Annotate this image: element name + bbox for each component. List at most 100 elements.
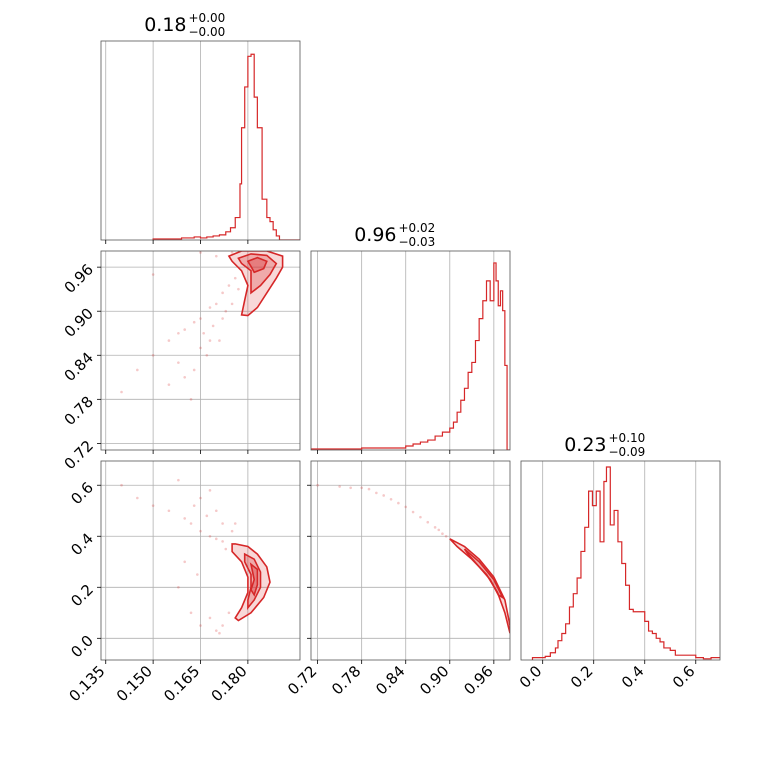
scatter-point-2 — [151, 353, 155, 357]
scatter-point-0 — [360, 486, 363, 490]
scatter-point-8 — [208, 306, 212, 309]
hist-panel-p3: 0.0 0.2 0.4 0.6 0.23 +0.10−0.09 — [516, 431, 721, 692]
scatter-point-13 — [183, 376, 187, 379]
tick-label-x: 0.84 — [372, 662, 408, 698]
title-value: 0.18 — [144, 14, 186, 36]
scatter-point-14 — [316, 483, 319, 487]
tick-label-y: 0.6 — [67, 479, 97, 509]
scatter-point-3 — [167, 509, 171, 513]
tick-label-x: 0.6 — [669, 662, 699, 692]
scatter-point-16 — [205, 353, 209, 357]
scatter-point-6 — [404, 505, 408, 509]
scatter-point-25 — [192, 504, 196, 507]
scatter-point-13 — [221, 522, 224, 525]
tick-label-x: 0.180 — [208, 662, 251, 705]
scatter-point-6 — [192, 320, 196, 324]
scatter-point-12 — [233, 276, 237, 280]
scatter-point-22 — [151, 273, 155, 276]
tick-label-x: 0.165 — [160, 662, 203, 705]
title-value: 0.23 — [564, 434, 606, 456]
contour-level-0 — [449, 538, 510, 634]
scatter-point-27 — [218, 631, 221, 635]
panel-title-p1: 0.18 +0.00−0.00 — [144, 11, 225, 39]
scatter-point-21 — [167, 383, 171, 386]
tick-label-x: 0.135 — [65, 662, 108, 705]
joint-panel-p1-p3: 0.135 0.150 0.165 0.180 0.0 0.2 0.4 0.6 — [65, 460, 301, 705]
joint-panel-p1-p2-content — [101, 251, 300, 450]
scatter-point-10 — [433, 526, 437, 529]
tick-label-x: 0.2 — [567, 662, 597, 692]
scatter-point-24 — [199, 251, 202, 254]
scatter-point-2 — [375, 491, 378, 495]
scatter-point-17 — [221, 317, 224, 320]
scatter-point-12 — [214, 509, 218, 513]
title-plus: +0.00 — [189, 11, 226, 25]
scatter-point-14 — [230, 529, 234, 533]
contour-level-1 — [243, 552, 262, 610]
scatter-point-2 — [151, 504, 155, 507]
scatter-point-15 — [338, 485, 341, 488]
joint-panel-p2-p3-content — [311, 461, 510, 660]
scatter-point-15 — [199, 346, 202, 350]
scatter-point-7 — [208, 534, 212, 538]
contour-level-0 — [227, 251, 284, 317]
scatter-point-17 — [199, 624, 202, 627]
scatter-point-3 — [382, 494, 385, 497]
scatter-point-5 — [189, 522, 193, 525]
scatter-point-8 — [214, 537, 218, 541]
hist-step-p3 — [531, 466, 720, 660]
scatter-point-0 — [120, 390, 123, 394]
scatter-point-13 — [444, 534, 448, 538]
title-plus: +0.10 — [609, 431, 646, 445]
scatter-point-15 — [183, 560, 187, 564]
scatter-point-27 — [224, 309, 228, 313]
title-minus: −0.03 — [399, 235, 436, 249]
contour-level-1 — [237, 253, 278, 295]
scatter-point-19 — [237, 287, 240, 291]
scatter-point-16 — [349, 486, 352, 490]
panel-border — [310, 460, 511, 661]
scatter-point-16 — [189, 611, 193, 615]
tick-label-y: 0.2 — [67, 581, 97, 611]
tick-label-x: 0.72 — [284, 662, 320, 698]
scatter-point-11 — [227, 284, 231, 287]
tick-label-x: 0.78 — [328, 662, 364, 698]
tick-label-y: 0.4 — [67, 530, 97, 560]
scatter-point-7 — [199, 317, 202, 320]
tick-label-x: 0.150 — [113, 662, 156, 705]
scatter-point-18 — [208, 616, 212, 620]
hist-panel-p3-content — [531, 461, 720, 660]
scatter-point-23 — [214, 254, 218, 258]
joint-panel-p2-p3: 0.72 0.78 0.84 0.90 0.96 — [284, 460, 511, 698]
scatter-point-11 — [437, 528, 441, 532]
tick-label-y: 0.84 — [61, 349, 97, 385]
tick-label-x: 0.90 — [416, 662, 452, 698]
hist-panel-p1-content — [105, 41, 300, 240]
scatter-point-8 — [419, 515, 422, 519]
tick-label-x: 0.96 — [460, 662, 496, 698]
scatter-point-4 — [389, 497, 393, 501]
tick-label-x: 0.0 — [516, 662, 546, 692]
scatter-point-30 — [192, 368, 196, 372]
contour-level-2 — [249, 562, 259, 597]
scatter-point-5 — [183, 328, 187, 331]
hist-step-p2 — [311, 262, 510, 450]
scatter-point-4 — [183, 517, 187, 520]
scatter-point-26 — [205, 514, 209, 518]
hist-panel-p2-content — [311, 251, 510, 450]
title-value: 0.96 — [354, 224, 396, 246]
scatter-point-20 — [177, 361, 180, 364]
scatter-point-26 — [208, 339, 212, 342]
scatter-point-3 — [167, 339, 171, 342]
hist-panel-p1: 0.18 +0.00−0.00 — [100, 11, 301, 244]
scatter-point-31 — [202, 331, 205, 335]
scatter-point-7 — [411, 510, 415, 514]
hist-step-p1 — [152, 53, 300, 240]
scatter-point-1 — [367, 487, 371, 491]
scatter-point-1 — [136, 496, 139, 500]
scatter-point-5 — [397, 501, 400, 505]
title-minus: −0.00 — [189, 25, 226, 39]
contour-level-1 — [463, 548, 505, 600]
tick-label-y: 0.90 — [61, 304, 97, 340]
